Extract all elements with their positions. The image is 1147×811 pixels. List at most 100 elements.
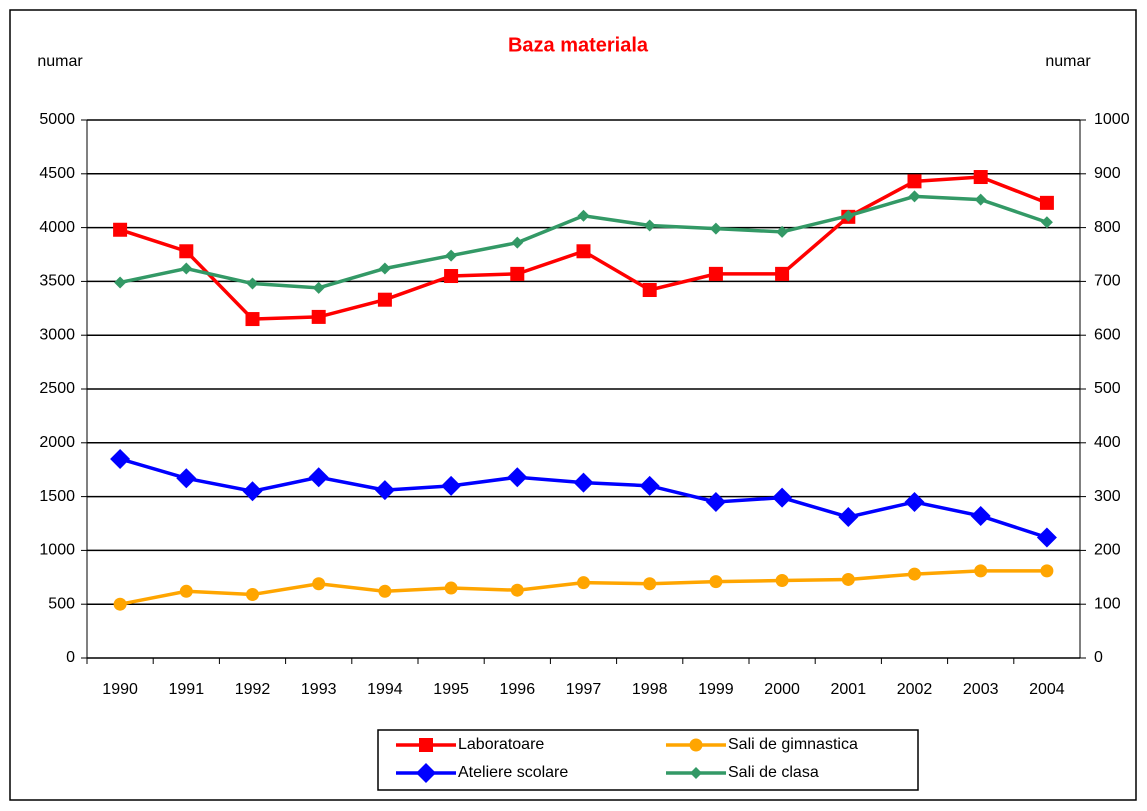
chart-border <box>9 9 1137 801</box>
y-tick-label: 2000 <box>39 434 75 451</box>
y-tick-label: 1000 <box>39 542 75 559</box>
x-tick-label: 2000 <box>764 681 800 698</box>
x-tick-label: 1998 <box>632 681 668 698</box>
marker <box>374 480 395 501</box>
marker <box>973 170 988 185</box>
marker <box>970 505 991 526</box>
legend-box <box>377 729 919 791</box>
marker <box>113 222 128 237</box>
x-tick-label: 1995 <box>433 681 469 698</box>
marker <box>709 222 722 235</box>
y2-tick-label: 700 <box>1094 273 1121 290</box>
x-tick-label: 2001 <box>831 681 867 698</box>
marker <box>904 491 925 512</box>
marker <box>510 266 525 281</box>
marker <box>419 738 433 752</box>
x-tick-label: 1994 <box>367 681 403 698</box>
y-tick-label: 2500 <box>39 380 75 397</box>
marker <box>312 577 326 591</box>
marker <box>511 236 524 249</box>
marker <box>577 209 590 222</box>
x-tick-label: 2002 <box>897 681 933 698</box>
marker <box>416 763 436 783</box>
marker <box>444 269 459 284</box>
marker <box>775 266 790 281</box>
marker <box>445 249 458 262</box>
y-axis-label: numar <box>37 53 83 70</box>
marker <box>708 266 723 281</box>
y-tick-label: 4000 <box>39 219 75 236</box>
legend-label: Ateliere scolare <box>458 764 568 781</box>
y-tick-label: 1500 <box>39 488 75 505</box>
marker <box>576 244 591 259</box>
marker <box>842 209 855 222</box>
marker <box>176 468 197 489</box>
marker <box>378 584 392 598</box>
marker <box>441 475 462 496</box>
marker <box>705 491 726 512</box>
marker <box>775 574 789 588</box>
marker <box>510 583 524 597</box>
marker <box>311 309 326 324</box>
marker <box>577 576 590 590</box>
legend-label: Sali de gimnastica <box>728 736 858 753</box>
x-tick-label: 1996 <box>500 681 536 698</box>
marker <box>908 567 921 581</box>
y-tick-label: 4500 <box>39 165 75 182</box>
marker <box>308 467 329 488</box>
x-tick-label: 1997 <box>566 681 602 698</box>
y-tick-label: 3000 <box>39 326 75 343</box>
y2-tick-label: 400 <box>1094 434 1121 451</box>
marker <box>1040 216 1053 229</box>
marker <box>776 225 789 238</box>
x-tick-label: 2004 <box>1029 681 1065 698</box>
marker <box>110 448 131 469</box>
marker <box>378 262 391 275</box>
marker <box>246 588 259 602</box>
y2-tick-label: 200 <box>1094 542 1121 559</box>
marker <box>689 738 703 752</box>
marker <box>444 581 458 595</box>
marker <box>113 597 127 611</box>
marker <box>507 467 528 488</box>
y-tick-label: 500 <box>48 595 75 612</box>
x-tick-label: 1990 <box>102 681 138 698</box>
y2-tick-label: 500 <box>1094 380 1121 397</box>
y-tick-label: 5000 <box>39 111 75 128</box>
chart-title: Baza materiala <box>508 34 649 56</box>
marker <box>1040 564 1054 578</box>
marker <box>908 190 921 203</box>
y-tick-label: 3500 <box>39 273 75 290</box>
x-tick-label: 1992 <box>235 681 271 698</box>
y2-tick-label: 1000 <box>1094 111 1130 128</box>
x-tick-label: 2003 <box>963 681 999 698</box>
x-tick-label: 1993 <box>301 681 337 698</box>
marker <box>180 262 193 275</box>
marker <box>642 283 657 298</box>
y2-tick-label: 100 <box>1094 595 1121 612</box>
marker <box>772 487 793 508</box>
legend-label: Laboratoare <box>458 736 544 753</box>
marker <box>1039 195 1054 210</box>
marker <box>377 292 392 307</box>
marker <box>245 312 260 327</box>
marker <box>312 281 325 294</box>
marker <box>242 481 263 502</box>
y-tick-label: 0 <box>66 649 75 666</box>
marker <box>838 507 859 528</box>
y2-tick-label: 800 <box>1094 219 1121 236</box>
y2-tick-label: 900 <box>1094 165 1121 182</box>
marker <box>643 219 656 232</box>
marker <box>841 572 855 586</box>
marker <box>1036 527 1057 548</box>
marker <box>639 475 660 496</box>
x-tick-label: 1999 <box>698 681 734 698</box>
marker <box>246 277 259 290</box>
y2-axis-label: numar <box>1045 53 1091 70</box>
marker <box>573 472 594 493</box>
marker <box>974 193 987 206</box>
marker <box>179 584 193 598</box>
marker <box>179 244 194 259</box>
y2-tick-label: 600 <box>1094 326 1121 343</box>
